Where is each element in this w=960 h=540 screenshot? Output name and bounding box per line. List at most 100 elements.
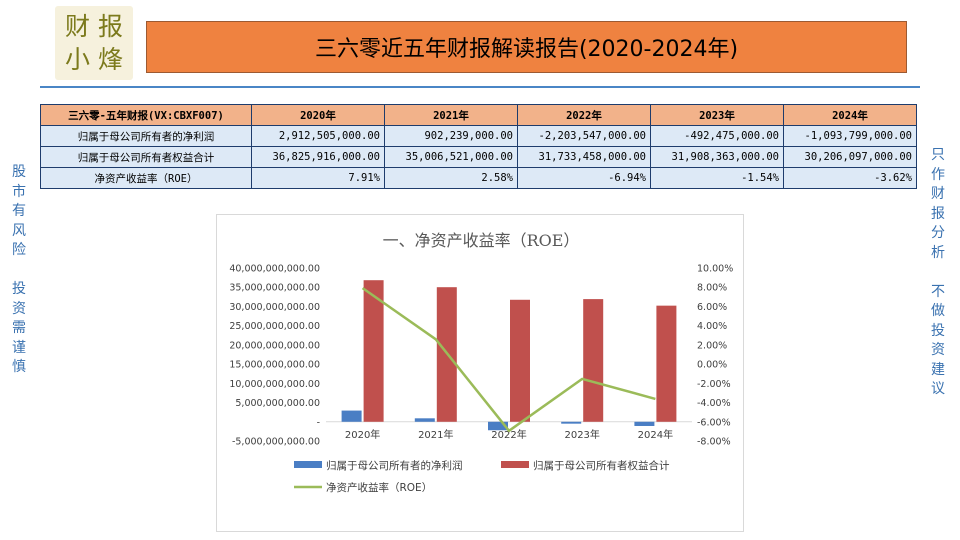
- side-char: 投: [12, 281, 26, 297]
- y-right-tick-label: -8.00%: [697, 437, 731, 448]
- table-cell: 2,912,505,000.00: [251, 125, 385, 147]
- legend-equity-swatch: [501, 461, 529, 468]
- table-row: 归属于母公司所有者的净利润 2,912,505,000.00 902,239,0…: [40, 125, 917, 147]
- table-cell: 2.58%: [384, 167, 518, 189]
- side-spacer: [927, 263, 949, 283]
- table-cell: 36,825,916,000.00: [251, 146, 385, 168]
- legend-equity-label: 归属于母公司所有者权益合计: [533, 459, 670, 472]
- equity-bar: [363, 280, 384, 422]
- equity-bar: [510, 299, 530, 422]
- side-char: 不: [931, 283, 945, 300]
- chart-title: 一、净资产收益率（ROE）: [383, 231, 580, 250]
- logo-char: 烽: [97, 45, 123, 74]
- legend-net-profit-swatch: [294, 461, 322, 468]
- legend-roe-label: 净资产收益率（ROE）: [326, 481, 432, 494]
- table-cell: 902,239,000.00: [384, 125, 518, 147]
- net-profit-bar: [634, 421, 655, 426]
- table-cell: -1.54%: [650, 167, 784, 189]
- table-cell: -492,475,000.00: [650, 125, 784, 147]
- logo-char: 报: [97, 12, 123, 41]
- x-tick-label: 2023年: [564, 428, 599, 441]
- side-char: 作: [931, 166, 945, 183]
- x-tick-label: 2024年: [638, 428, 673, 441]
- side-char: 股: [12, 164, 26, 180]
- y-left-tick-label: 35,000,000,000.00: [229, 283, 320, 294]
- x-tick-label: 2022年: [491, 428, 526, 441]
- side-char: 报: [931, 205, 945, 222]
- table-row: 归属于母公司所有者权益合计 36,825,916,000.00 35,006,5…: [40, 146, 917, 168]
- risk-warning-text: 股 市 有 风 险 投 资 需 谨 慎: [8, 163, 30, 378]
- equity-bar: [656, 305, 677, 422]
- table-cell: 30,206,097,000.00: [783, 146, 917, 168]
- table-year-header: 2021年: [384, 104, 518, 126]
- table-cell: 31,733,458,000.00: [517, 146, 651, 168]
- side-char: 投: [931, 322, 945, 339]
- table-cell: -6.94%: [517, 167, 651, 189]
- y-left-tick-label: 40,000,000,000.00: [229, 264, 320, 275]
- y-left-tick-label: 20,000,000,000.00: [229, 340, 320, 351]
- table-year-header: 2023年: [650, 104, 784, 126]
- x-tick-label: 2021年: [418, 428, 453, 441]
- logo-char: 财: [64, 12, 90, 41]
- y-left-tick-label: -: [317, 417, 320, 428]
- disclaimer-text: 只 作 财 报 分 析 不 做 投 资 建 议: [927, 146, 949, 400]
- y-right-tick-label: -2.00%: [697, 379, 731, 390]
- table-year-header: 2022年: [517, 104, 651, 126]
- side-char: 只: [931, 147, 945, 163]
- row-label: 净资产收益率（ROE）: [40, 167, 252, 189]
- side-char: 资: [931, 342, 945, 358]
- row-label: 归属于母公司所有者权益合计: [40, 146, 252, 168]
- y-right-tick-label: 6.00%: [697, 302, 727, 313]
- y-left-tick-label: 25,000,000,000.00: [229, 321, 320, 332]
- table-cell: 35,006,521,000.00: [384, 146, 518, 168]
- y-right-tick-label: -4.00%: [697, 398, 731, 409]
- equity-bar: [583, 299, 604, 422]
- y-left-tick-label: 5,000,000,000.00: [235, 398, 320, 409]
- table-cell: -2,203,547,000.00: [517, 125, 651, 147]
- legend-net-profit-label: 归属于母公司所有者的净利润: [326, 459, 463, 472]
- logo-char: 小: [64, 45, 90, 74]
- side-char: 析: [931, 244, 945, 261]
- table-year-header: 2024年: [783, 104, 917, 126]
- financial-table: 三六零-五年财报(VX:CBXF007) 2020年 2021年 2022年 2…: [40, 104, 917, 189]
- y-left-tick-label: 30,000,000,000.00: [229, 302, 320, 313]
- y-left-tick-label: -5,000,000,000.00: [232, 437, 320, 448]
- title-banner: 三六零近五年财报解读报告(2020-2024年): [146, 21, 907, 73]
- net-profit-bar: [488, 421, 508, 431]
- side-char: 风: [12, 222, 26, 239]
- table-row: 净资产收益率（ROE） 7.91% 2.58% -6.94% -1.54% -3…: [40, 167, 917, 189]
- net-profit-bar: [414, 418, 435, 422]
- roe-line: [361, 287, 656, 433]
- y-right-tick-label: 8.00%: [697, 283, 727, 294]
- y-right-tick-label: 4.00%: [697, 321, 727, 332]
- y-right-tick-label: 0.00%: [697, 360, 727, 371]
- side-char: 财: [931, 186, 945, 202]
- side-char: 谨: [12, 339, 26, 356]
- side-char: 市: [12, 183, 26, 200]
- table-header-row: 三六零-五年财报(VX:CBXF007) 2020年 2021年 2022年 2…: [40, 104, 917, 126]
- side-char: 分: [931, 225, 945, 241]
- side-char: 险: [12, 242, 26, 258]
- table-cell: 7.91%: [251, 167, 385, 189]
- y-right-tick-label: 2.00%: [697, 340, 727, 351]
- y-right-tick-label: 10.00%: [697, 264, 733, 275]
- chart-canvas: 一、净资产收益率（ROE）-5,000,000,000.00-5,000,000…: [229, 231, 733, 494]
- side-char: 做: [931, 303, 945, 319]
- x-tick-label: 2020年: [345, 428, 380, 441]
- table-year-header: 2020年: [251, 104, 385, 126]
- roe-chart: 一、净资产收益率（ROE） -5,000,000,000.00-5,000,000…: [216, 214, 744, 532]
- table-cell: -3.62%: [783, 167, 917, 189]
- side-spacer: [8, 261, 30, 281]
- side-char: 资: [12, 300, 26, 317]
- y-left-tick-label: 15,000,000,000.00: [229, 360, 320, 371]
- divider: [40, 86, 920, 88]
- net-profit-bar: [561, 421, 582, 424]
- net-profit-bar: [341, 410, 362, 422]
- side-char: 有: [12, 203, 26, 219]
- side-char: 议: [931, 381, 945, 397]
- side-char: 建: [931, 361, 945, 378]
- y-left-tick-label: 10,000,000,000.00: [229, 379, 320, 390]
- table-corner-label: 三六零-五年财报(VX:CBXF007): [40, 104, 252, 126]
- table-cell: -1,093,799,000.00: [783, 125, 917, 147]
- side-char: 慎: [12, 359, 26, 375]
